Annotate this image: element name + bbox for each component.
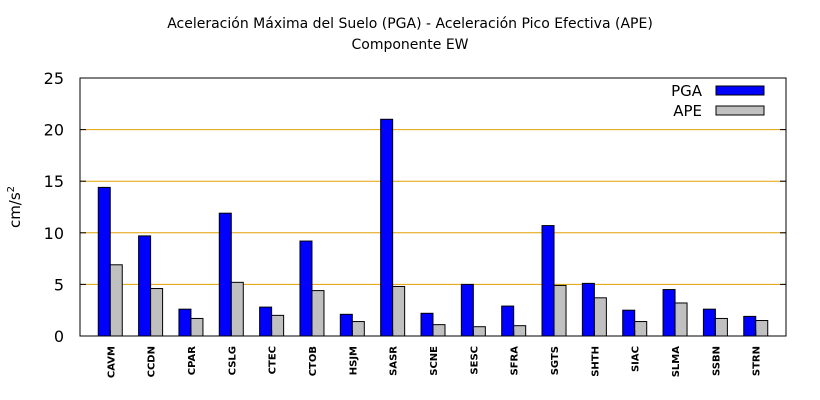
bar-pga-sesc (460, 283, 474, 337)
bar-ape-sasr (392, 285, 406, 337)
bar-pga-ssbn (702, 308, 716, 337)
bar-pga-ctec (259, 306, 273, 337)
y-axis-label: cm/s2 (6, 186, 24, 228)
bar-pga-ctob (299, 240, 313, 337)
legend: PGA APE (671, 82, 765, 120)
chart-title: Aceleración Máxima del Suelo (PGA) - Ace… (167, 16, 653, 32)
bar-ape-shth (593, 297, 607, 337)
bar-ape-cavm (109, 264, 123, 337)
bar-pga-shth (581, 282, 595, 337)
x-tick-label: SCNE (429, 346, 440, 376)
bar-ape-sfra (513, 325, 527, 337)
bar-pga-strn (743, 315, 757, 337)
legend-swatch-ape (715, 105, 765, 116)
bar-ape-ctec (271, 314, 285, 337)
x-tick-label: CCDN (147, 346, 158, 377)
bar-ape-strn (755, 320, 769, 337)
x-tick-label: SHTH (590, 346, 601, 377)
legend-label-ape: APE (673, 102, 702, 120)
x-tick-label: STRN (752, 346, 763, 376)
y-tick-label: 5 (54, 275, 64, 294)
y-tick-label: 10 (44, 224, 64, 243)
bar-ape-siac (634, 321, 648, 337)
y-tick-label: 15 (44, 172, 64, 191)
bar-ape-hsjm (351, 321, 365, 337)
x-tick-label: CPAR (187, 346, 198, 375)
bar-pga-sgts (541, 225, 555, 337)
chart-subtitle: Componente EW (351, 37, 469, 53)
bar-ape-cslg (230, 281, 244, 337)
x-tick-label: SASR (389, 346, 400, 376)
y-tick-label: 25 (44, 69, 64, 88)
bars (97, 118, 769, 337)
x-tick-label: HSJM (348, 346, 359, 375)
bar-pga-ccdn (138, 235, 152, 337)
x-tick-label: SIAC (631, 346, 642, 372)
bar-ape-scne (432, 324, 446, 337)
bar-pga-slma (662, 289, 676, 337)
bar-pga-scne (420, 312, 434, 337)
legend-label-pga: PGA (671, 82, 703, 100)
bar-pga-sasr (380, 118, 394, 337)
bar-ape-ctob (311, 290, 325, 337)
bar-pga-cslg (218, 212, 232, 337)
legend-swatch-pga (715, 85, 765, 96)
bar-ape-sesc (472, 326, 486, 337)
x-tick-label: SLMA (671, 346, 682, 378)
bar-ape-slma (674, 302, 688, 337)
x-tick-label: CTEC (268, 346, 279, 374)
bar-pga-cpar (178, 308, 192, 337)
x-tick-label: CTOB (308, 346, 319, 376)
bar-pga-hsjm (339, 313, 353, 337)
y-ticks: 0 5 10 15 20 25 (44, 69, 786, 346)
bar-ape-ccdn (150, 288, 164, 337)
x-tick-label: SFRA (510, 346, 521, 376)
x-tick-label: CSLG (227, 346, 238, 375)
x-tick-label: SGTS (550, 346, 561, 375)
x-tick-label: SSBN (711, 346, 722, 376)
y-tick-label: 0 (54, 327, 64, 346)
x-tick-label: CAVM (106, 346, 117, 378)
bar-pga-sfra (501, 305, 515, 337)
bar-ape-ssbn (714, 317, 728, 337)
x-tick-labels: CAVM CCDN CPAR CSLG CTEC CTOB HSJM SASR SCNE SESC… (106, 330, 763, 378)
y-tick-label: 20 (44, 121, 64, 140)
bar-pga-cavm (97, 186, 111, 337)
bar-ape-cpar (190, 317, 204, 337)
bar-pga-siac (622, 309, 636, 337)
grid-lines (80, 129, 786, 285)
x-tick-label: SESC (469, 346, 480, 375)
bar-ape-sgts (553, 284, 567, 337)
